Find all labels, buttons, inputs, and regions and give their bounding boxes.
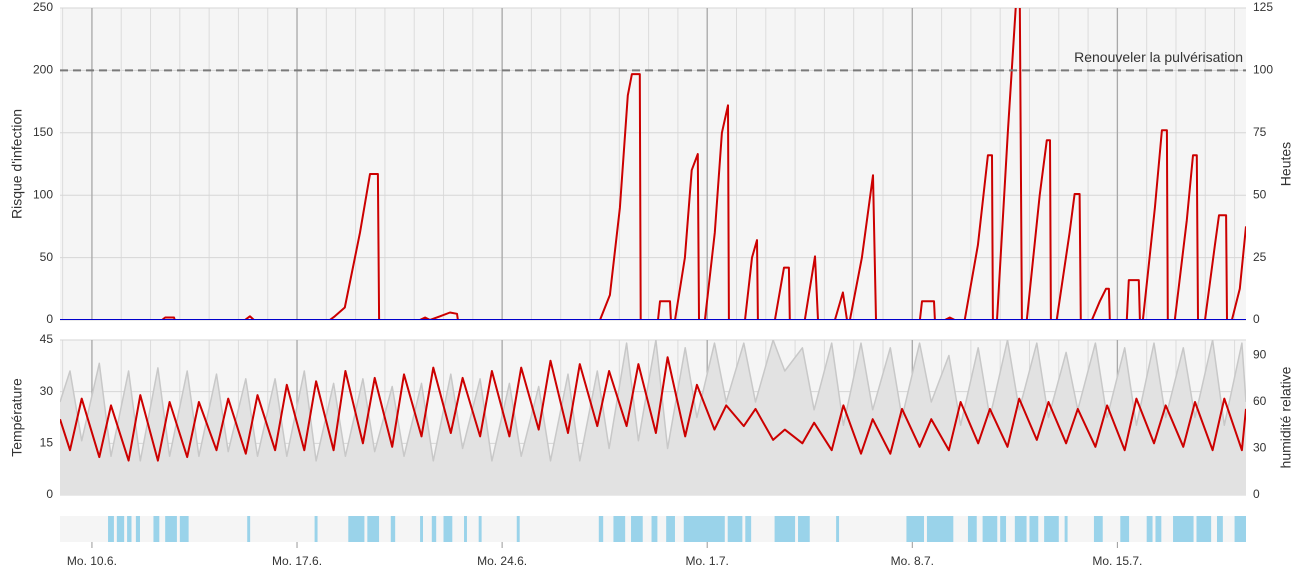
y2-tick-label: 50	[1253, 187, 1267, 201]
wet-period	[179, 516, 189, 542]
wet-period	[314, 516, 318, 542]
wet-period	[390, 516, 396, 542]
wet-period	[745, 516, 752, 542]
line	[60, 356, 1246, 462]
x-tick-label: Mo. 10.6.	[67, 554, 117, 568]
wet-period	[1093, 516, 1103, 542]
wet-period	[127, 516, 132, 542]
wet-period	[1234, 516, 1246, 542]
wet-period	[1064, 516, 1068, 542]
threshold-label: Renouveler la pulvérisation	[1074, 49, 1243, 65]
wet-period	[982, 516, 998, 542]
y2-tick-label: 25	[1253, 250, 1267, 264]
y2-tick-label: 90	[1253, 348, 1267, 362]
wet-period	[683, 516, 725, 542]
plot-background	[60, 8, 1246, 320]
wet-period	[836, 516, 840, 542]
y2-tick-label: 0	[1253, 312, 1260, 326]
x-tick-label: Mo. 15.7.	[1092, 554, 1142, 568]
wet-period	[431, 516, 437, 542]
wet-period	[1000, 516, 1007, 542]
wet-period	[478, 516, 482, 542]
wet-period	[1029, 516, 1039, 542]
y-tick-label: 100	[33, 187, 53, 201]
wet-period	[443, 516, 453, 542]
area	[60, 340, 1246, 495]
wet-period	[348, 516, 365, 542]
wet-period	[906, 516, 925, 542]
wet-period	[367, 516, 380, 542]
y-tick-label: 150	[33, 125, 53, 139]
x-tick-label: Mo. 8.7.	[891, 554, 934, 568]
wet-period	[1216, 516, 1223, 542]
wet-period	[1014, 516, 1027, 542]
y-tick-label: 0	[46, 487, 53, 501]
wet-period	[798, 516, 810, 542]
y-tick-label: 200	[33, 63, 53, 77]
wet-period	[153, 516, 160, 542]
wet-period	[598, 516, 604, 542]
wet-period	[1146, 516, 1153, 542]
wet-period	[247, 516, 251, 542]
y2-tick-label: 75	[1253, 125, 1267, 139]
wet-period	[666, 516, 675, 542]
wet-period	[631, 516, 643, 542]
wet-period	[1173, 516, 1194, 542]
y2-axis-title: Heutes	[1278, 142, 1294, 186]
wet-period	[464, 516, 467, 542]
wet-period	[926, 516, 954, 542]
wet-period	[420, 516, 424, 542]
wet-period	[1044, 516, 1059, 542]
y2-tick-label: 0	[1253, 487, 1260, 501]
x-tick-label: Mo. 17.6.	[272, 554, 322, 568]
wet-period	[651, 516, 658, 542]
y-tick-label: 0	[46, 312, 53, 326]
y-tick-label: 45	[40, 332, 54, 346]
wet-period	[613, 516, 626, 542]
wet-period	[165, 516, 177, 542]
y-tick-label: 50	[40, 250, 54, 264]
line	[60, 340, 1246, 462]
wet-period	[116, 516, 125, 542]
wet-period	[1120, 516, 1130, 542]
wet-period	[516, 516, 520, 542]
y2-tick-label: 30	[1253, 441, 1267, 455]
y2-tick-label: 60	[1253, 394, 1267, 408]
x-tick-label: Mo. 24.6.	[477, 554, 527, 568]
y-axis-title: Risque d'infection	[9, 109, 25, 219]
wet-period	[1155, 516, 1162, 542]
wet-period	[967, 516, 977, 542]
line	[60, 8, 1246, 320]
wet-period	[135, 516, 140, 542]
y2-axis-title: humidité relative	[1278, 366, 1294, 468]
y2-tick-label: 125	[1253, 0, 1273, 14]
wet-period	[727, 516, 743, 542]
y-tick-label: 250	[33, 0, 53, 14]
wet-period	[108, 516, 114, 542]
wet-period	[774, 516, 796, 542]
wet-period	[1196, 516, 1212, 542]
y-axis-title: Température	[9, 378, 25, 457]
y-tick-label: 30	[40, 384, 54, 398]
x-tick-label: Mo. 1.7.	[686, 554, 729, 568]
y-tick-label: 15	[40, 436, 54, 450]
y2-tick-label: 100	[1253, 63, 1273, 77]
